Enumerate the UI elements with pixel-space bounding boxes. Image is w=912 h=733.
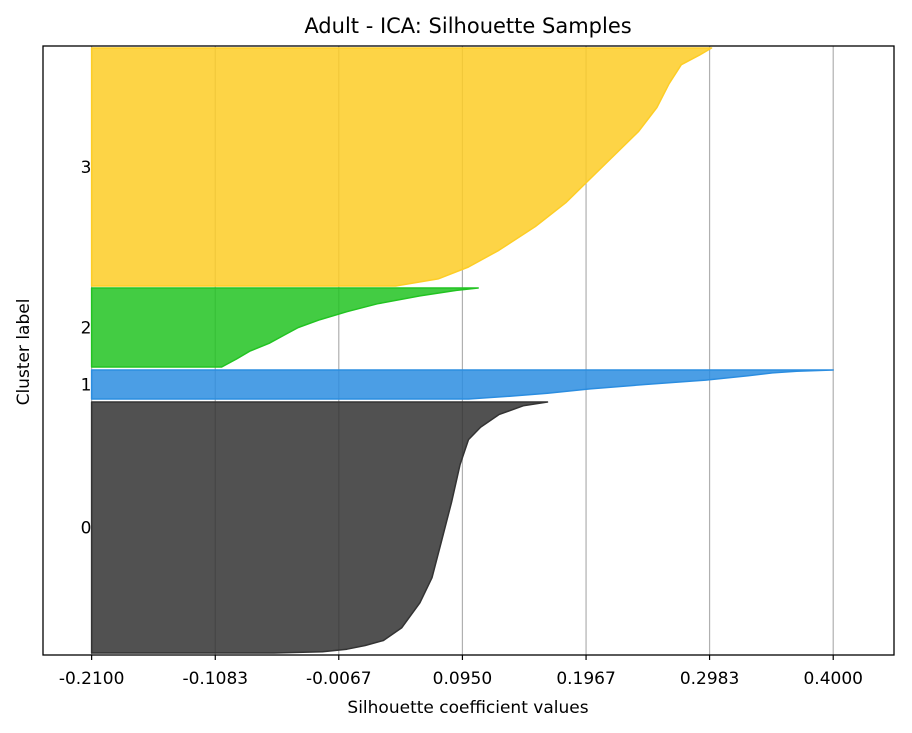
- x-tick-label: 0.0950: [433, 669, 492, 689]
- x-tick-label: -0.2100: [59, 669, 125, 689]
- silhouette-band-cluster-1: [90, 369, 834, 400]
- x-tick-label: 0.4000: [803, 669, 862, 689]
- silhouette-band-cluster-3: [90, 47, 713, 287]
- silhouette-band-cluster-0: [90, 401, 549, 654]
- x-tick-label: -0.1083: [182, 669, 248, 689]
- x-axis-ticks: -0.2100 -0.1083 -0.0067 0.0950 0.1967 0.2983 0…: [59, 655, 863, 689]
- silhouette-band-cluster-2: [90, 287, 479, 368]
- x-tick-label: -0.0067: [306, 669, 372, 689]
- cluster-bands: [90, 47, 834, 654]
- chart-title: Adult - ICA: Silhouette Samples: [304, 14, 631, 38]
- cluster-label: 0: [81, 519, 92, 539]
- cluster-labels: 0 1 2 3: [81, 158, 92, 539]
- y-axis-label: Cluster label: [14, 299, 34, 406]
- x-tick-label: 0.1967: [556, 669, 615, 689]
- x-tick-label: 0.2983: [680, 669, 739, 689]
- cluster-label: 2: [81, 319, 92, 339]
- x-axis-label: Silhouette coefficient values: [347, 698, 588, 718]
- cluster-label: 3: [81, 158, 92, 178]
- plot-area: [42, 45, 895, 656]
- cluster-label: 1: [81, 376, 92, 396]
